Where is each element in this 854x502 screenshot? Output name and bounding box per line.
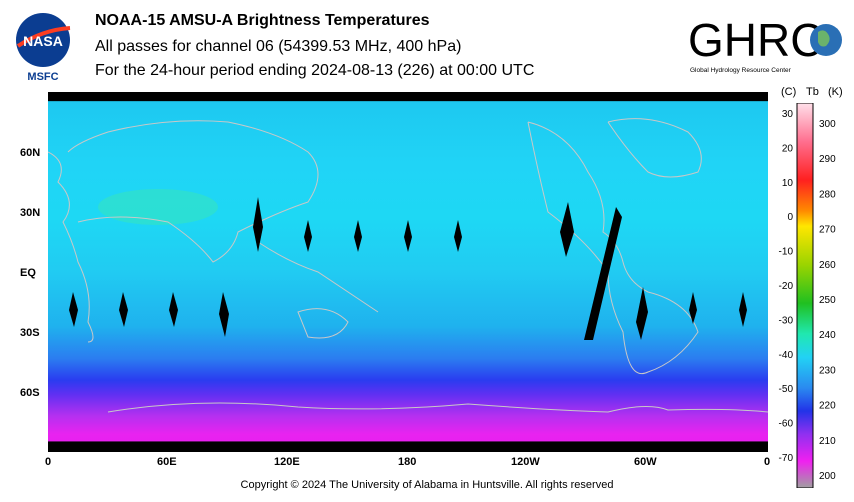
copyright-notice: Copyright © 2024 The University of Alaba… — [240, 479, 614, 491]
colorbar-gradient — [796, 103, 814, 488]
lon-label-120e: 120E — [274, 456, 300, 468]
kelvin-tick-label: 200 — [819, 471, 836, 482]
colorbar-unit-tb: Tb — [806, 86, 819, 98]
celsius-tick-label: -30 — [779, 315, 794, 326]
ghrc-logo: GHRC Global Hydrology Resource Center — [688, 14, 842, 74]
nasa-logo: NASA MSFC — [16, 13, 71, 82]
celsius-tick-label: -50 — [779, 384, 794, 395]
lon-label-60e: 60E — [157, 456, 177, 468]
orbit-gaps — [69, 197, 747, 340]
celsius-tick-label: -70 — [779, 453, 794, 464]
lat-label-60s: 60S — [20, 387, 40, 399]
celsius-tick-label: -20 — [779, 281, 794, 292]
celsius-tick-label: -10 — [779, 247, 794, 258]
warm-region-asia — [98, 189, 218, 225]
kelvin-tick-label: 290 — [819, 154, 836, 165]
ghrc-logo-text: GHRC — [688, 14, 823, 66]
lon-label-120w: 120W — [511, 456, 540, 468]
colorbar-celsius-ticks: 30 20 10 0 -10 -20 -30 -40 -50 -60 -70 — [779, 109, 794, 464]
celsius-tick-label: 10 — [782, 178, 794, 189]
nasa-logo-text: NASA — [23, 33, 63, 49]
lat-label-30n: 30N — [20, 207, 41, 219]
colorbar-unit-celsius: (C) — [781, 86, 797, 98]
lon-label-0-right: 0 — [764, 456, 771, 468]
lon-label-180: 180 — [398, 456, 417, 468]
celsius-tick-label: 0 — [787, 212, 793, 223]
coastlines — [48, 118, 768, 413]
kelvin-tick-label: 280 — [819, 189, 836, 200]
kelvin-tick-label: 210 — [819, 436, 836, 447]
kelvin-tick-label: 260 — [819, 260, 836, 271]
lon-label-0-left: 0 — [45, 456, 52, 468]
brightness-temperature-map — [48, 92, 768, 452]
lat-label-30s: 30S — [20, 327, 40, 339]
kelvin-tick-label: 300 — [819, 119, 836, 130]
temperature-field — [48, 92, 768, 452]
msfc-text: MSFC — [27, 71, 58, 82]
plot-subtitle-period: For the 24-hour period ending 2024-08-13… — [95, 62, 535, 79]
colorbar: 30 20 10 0 -10 -20 -30 -40 -50 -60 -70 300 290 280 27… — [779, 103, 836, 488]
kelvin-tick-label: 250 — [819, 295, 836, 306]
kelvin-tick-label: 230 — [819, 365, 836, 376]
celsius-tick-label: -40 — [779, 350, 794, 361]
lon-label-60w: 60W — [634, 456, 657, 468]
lat-label-eq: EQ — [20, 267, 36, 279]
celsius-tick-label: -60 — [779, 419, 794, 430]
kelvin-tick-label: 270 — [819, 225, 836, 236]
ghrc-subtitle: Global Hydrology Resource Center — [690, 67, 792, 74]
celsius-tick-label: 20 — [782, 143, 794, 154]
colorbar-kelvin-ticks: 300 290 280 270 260 250 240 230 220 210 200 — [819, 119, 836, 482]
kelvin-tick-label: 220 — [819, 401, 836, 412]
kelvin-tick-label: 240 — [819, 330, 836, 341]
celsius-tick-label: 30 — [782, 109, 794, 120]
plot-subtitle-channel: All passes for channel 06 (54399.53 MHz,… — [95, 38, 462, 55]
colorbar-unit-kelvin: (K) — [828, 86, 843, 98]
lat-label-60n: 60N — [20, 147, 41, 159]
plot-title: NOAA-15 AMSU-A Brightness Temperatures — [95, 12, 430, 29]
